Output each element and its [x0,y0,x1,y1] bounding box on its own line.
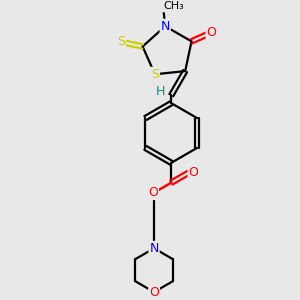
Text: O: O [149,286,159,298]
Text: O: O [148,186,158,199]
Text: N: N [160,20,170,33]
Text: O: O [188,166,198,179]
Text: N: N [149,242,159,255]
Text: S: S [151,68,159,81]
Text: H: H [156,85,165,98]
Text: O: O [207,26,216,39]
Text: S: S [117,35,125,49]
Text: CH₃: CH₃ [163,2,184,11]
